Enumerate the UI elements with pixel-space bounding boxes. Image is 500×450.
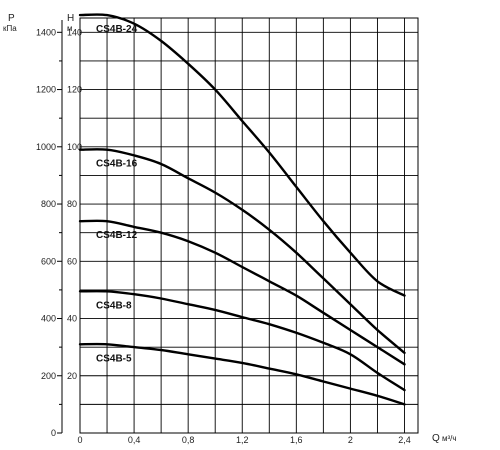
flow-tick-label: 1,2 xyxy=(236,435,249,445)
flow-axis-label: Q xyxy=(432,433,440,444)
series-label-cs4b-8: CS4B-8 xyxy=(96,300,132,311)
head-axis-unit: м xyxy=(67,24,73,33)
pressure-tick-label: 400 xyxy=(41,314,56,324)
flow-tick-label: 0 xyxy=(77,435,82,445)
pressure-tick-label: 600 xyxy=(41,256,56,266)
head-tick-label: 80 xyxy=(67,199,77,209)
head-tick-label: 20 xyxy=(67,371,77,381)
flow-tick-label: 0,8 xyxy=(182,435,195,445)
series-label-cs4b-16: CS4B-16 xyxy=(96,159,138,170)
head-tick-label: 40 xyxy=(67,314,77,324)
flow-tick-label: 0,4 xyxy=(128,435,141,445)
pressure-axis-unit: кПа xyxy=(3,24,17,33)
head-tick-label: 120 xyxy=(67,85,82,95)
flow-tick-label: 2,4 xyxy=(398,435,411,445)
curve-cs4b-24 xyxy=(78,13,406,297)
pressure-tick-label: 1200 xyxy=(36,85,56,95)
series-labels: CS4B-24 CS4B-16 CS4B-12 CS4B-8 CS4B-5 xyxy=(96,24,138,364)
curve-cs4b-16 xyxy=(78,148,406,355)
flow-tick-label: 2 xyxy=(348,435,353,445)
series-label-cs4b-12: CS4B-12 xyxy=(96,230,138,241)
plot-frame xyxy=(79,17,419,434)
pressure-tick-label: 1000 xyxy=(36,142,56,152)
pressure-tick-label: 200 xyxy=(41,371,56,381)
series-label-cs4b-24: CS4B-24 xyxy=(96,24,138,35)
head-axis-label: H xyxy=(67,13,74,24)
pressure-tick-label: 0 xyxy=(51,428,56,438)
curve-cs4b-5 xyxy=(78,342,406,406)
curve-cs4b-8 xyxy=(78,289,406,392)
grid xyxy=(57,17,419,434)
series-curves xyxy=(78,13,406,406)
flow-tick-label: 1,6 xyxy=(290,435,303,445)
head-tick-label: 100 xyxy=(67,142,82,152)
pressure-tick-label: 1400 xyxy=(36,27,56,37)
pressure-axis-label: P xyxy=(8,13,15,24)
x-axis-ticks: 0 0,4 0,8 1,2 1,6 2 2,4 xyxy=(77,435,410,445)
head-tick-label: 60 xyxy=(67,256,77,266)
head-tick-label: 140 xyxy=(67,27,82,37)
pressure-tick-label: 800 xyxy=(41,199,56,209)
flow-axis-unit: м³/ч xyxy=(442,434,457,443)
head-axis-ticks: 20 40 60 80 100 120 140 xyxy=(67,27,82,380)
curve-cs4b-12 xyxy=(78,219,406,366)
pressure-axis-ticks: 0 200 400 600 800 1000 1200 1400 xyxy=(36,27,56,438)
series-label-cs4b-5: CS4B-5 xyxy=(96,353,132,364)
